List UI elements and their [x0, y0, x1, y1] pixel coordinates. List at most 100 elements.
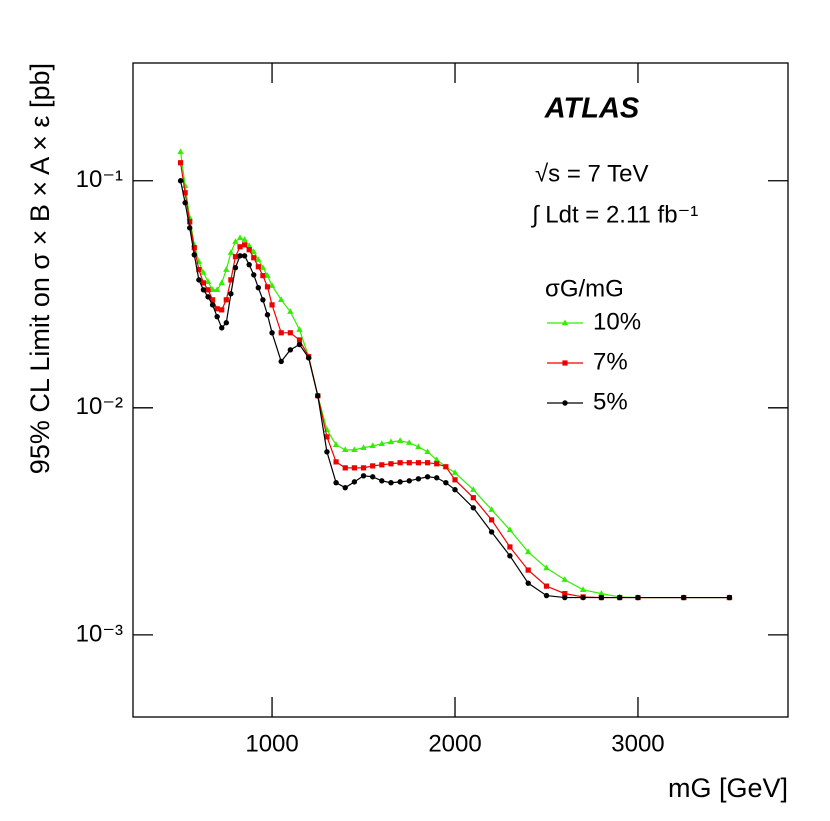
x-axis-label: mG [GeV]	[668, 773, 788, 803]
legend-label: 5%	[593, 388, 628, 415]
plot-frame	[132, 62, 789, 718]
data-point	[205, 294, 211, 300]
x-tick-label: 3000	[611, 730, 664, 757]
data-point	[434, 461, 440, 467]
data-point	[397, 460, 403, 466]
data-point	[296, 341, 303, 348]
data-point	[543, 564, 550, 571]
legend-label: 7%	[593, 348, 628, 375]
data-point	[296, 337, 303, 343]
data-point	[561, 576, 568, 582]
data-point	[287, 347, 294, 353]
data-point	[182, 200, 188, 206]
data-point	[277, 296, 285, 303]
data-point	[388, 480, 394, 486]
data-point	[237, 253, 243, 259]
y-tick-label: 10⁻²	[76, 393, 123, 420]
data-point	[241, 253, 248, 259]
data-point	[396, 437, 404, 443]
data-point	[209, 302, 216, 308]
legend-marker	[562, 360, 568, 366]
data-point	[507, 544, 513, 550]
data-point	[187, 225, 193, 231]
legend-marker	[562, 400, 568, 406]
data-point	[470, 486, 477, 492]
data-point	[269, 302, 275, 308]
data-point	[406, 460, 412, 466]
data-point	[434, 475, 440, 481]
data-point	[209, 286, 216, 292]
data-point	[305, 355, 312, 361]
x-tick-label: 2000	[428, 730, 481, 757]
data-point	[369, 474, 376, 480]
data-point	[264, 312, 271, 318]
data-point	[506, 526, 514, 533]
data-point	[227, 249, 235, 255]
data-point	[268, 282, 276, 288]
data-point	[264, 284, 271, 290]
data-point	[369, 442, 376, 449]
data-point	[342, 484, 348, 491]
data-point	[296, 326, 303, 332]
data-point	[236, 234, 244, 241]
data-point	[177, 160, 184, 166]
data-point	[424, 474, 431, 480]
data-point	[260, 297, 266, 303]
data-point	[360, 444, 367, 450]
data-point	[378, 440, 386, 447]
data-point	[324, 434, 330, 440]
data-point	[251, 272, 257, 278]
data-point	[255, 285, 262, 291]
data-point	[232, 265, 239, 271]
data-point	[415, 443, 422, 450]
data-point	[342, 446, 349, 453]
data-point	[241, 236, 248, 242]
data-point	[342, 465, 348, 471]
data-point	[470, 495, 476, 501]
data-point	[237, 244, 243, 250]
data-point	[406, 478, 412, 484]
data-point	[182, 190, 188, 196]
data-point	[452, 477, 458, 483]
data-point	[635, 594, 641, 601]
data-point	[452, 486, 458, 493]
data-point	[214, 306, 220, 312]
legend-marker	[561, 319, 569, 326]
data-point	[246, 247, 252, 253]
data-point	[333, 480, 339, 486]
data-point	[205, 287, 211, 293]
data-point	[489, 517, 495, 523]
data-point	[387, 438, 395, 445]
y-tick-label: 10⁻¹	[76, 166, 123, 193]
legend-label: 10%	[593, 308, 641, 335]
data-point	[259, 264, 267, 270]
data-point	[726, 594, 733, 601]
data-point	[333, 459, 339, 465]
data-point	[324, 449, 330, 455]
data-point	[406, 439, 413, 445]
data-point	[525, 567, 531, 573]
legend-title: σG/mG	[545, 275, 624, 302]
data-point	[360, 465, 367, 471]
data-point	[332, 441, 340, 448]
data-point	[251, 255, 257, 261]
data-point	[200, 287, 207, 293]
data-point	[351, 479, 358, 485]
data-point	[351, 446, 358, 453]
data-point	[278, 358, 284, 365]
data-point	[507, 553, 513, 559]
data-point	[488, 506, 495, 512]
data-point	[228, 277, 234, 283]
data-point	[200, 269, 207, 275]
data-point	[415, 460, 422, 466]
experiment-label: ATLAS	[544, 93, 640, 125]
data-point	[287, 308, 294, 314]
data-point	[415, 476, 422, 482]
data-point	[616, 594, 623, 601]
data-point	[255, 264, 261, 270]
data-point	[177, 178, 184, 184]
data-point	[218, 279, 225, 286]
data-point	[219, 307, 225, 313]
annotation: ∫ Ldt = 2.11 fb⁻¹	[530, 201, 698, 228]
